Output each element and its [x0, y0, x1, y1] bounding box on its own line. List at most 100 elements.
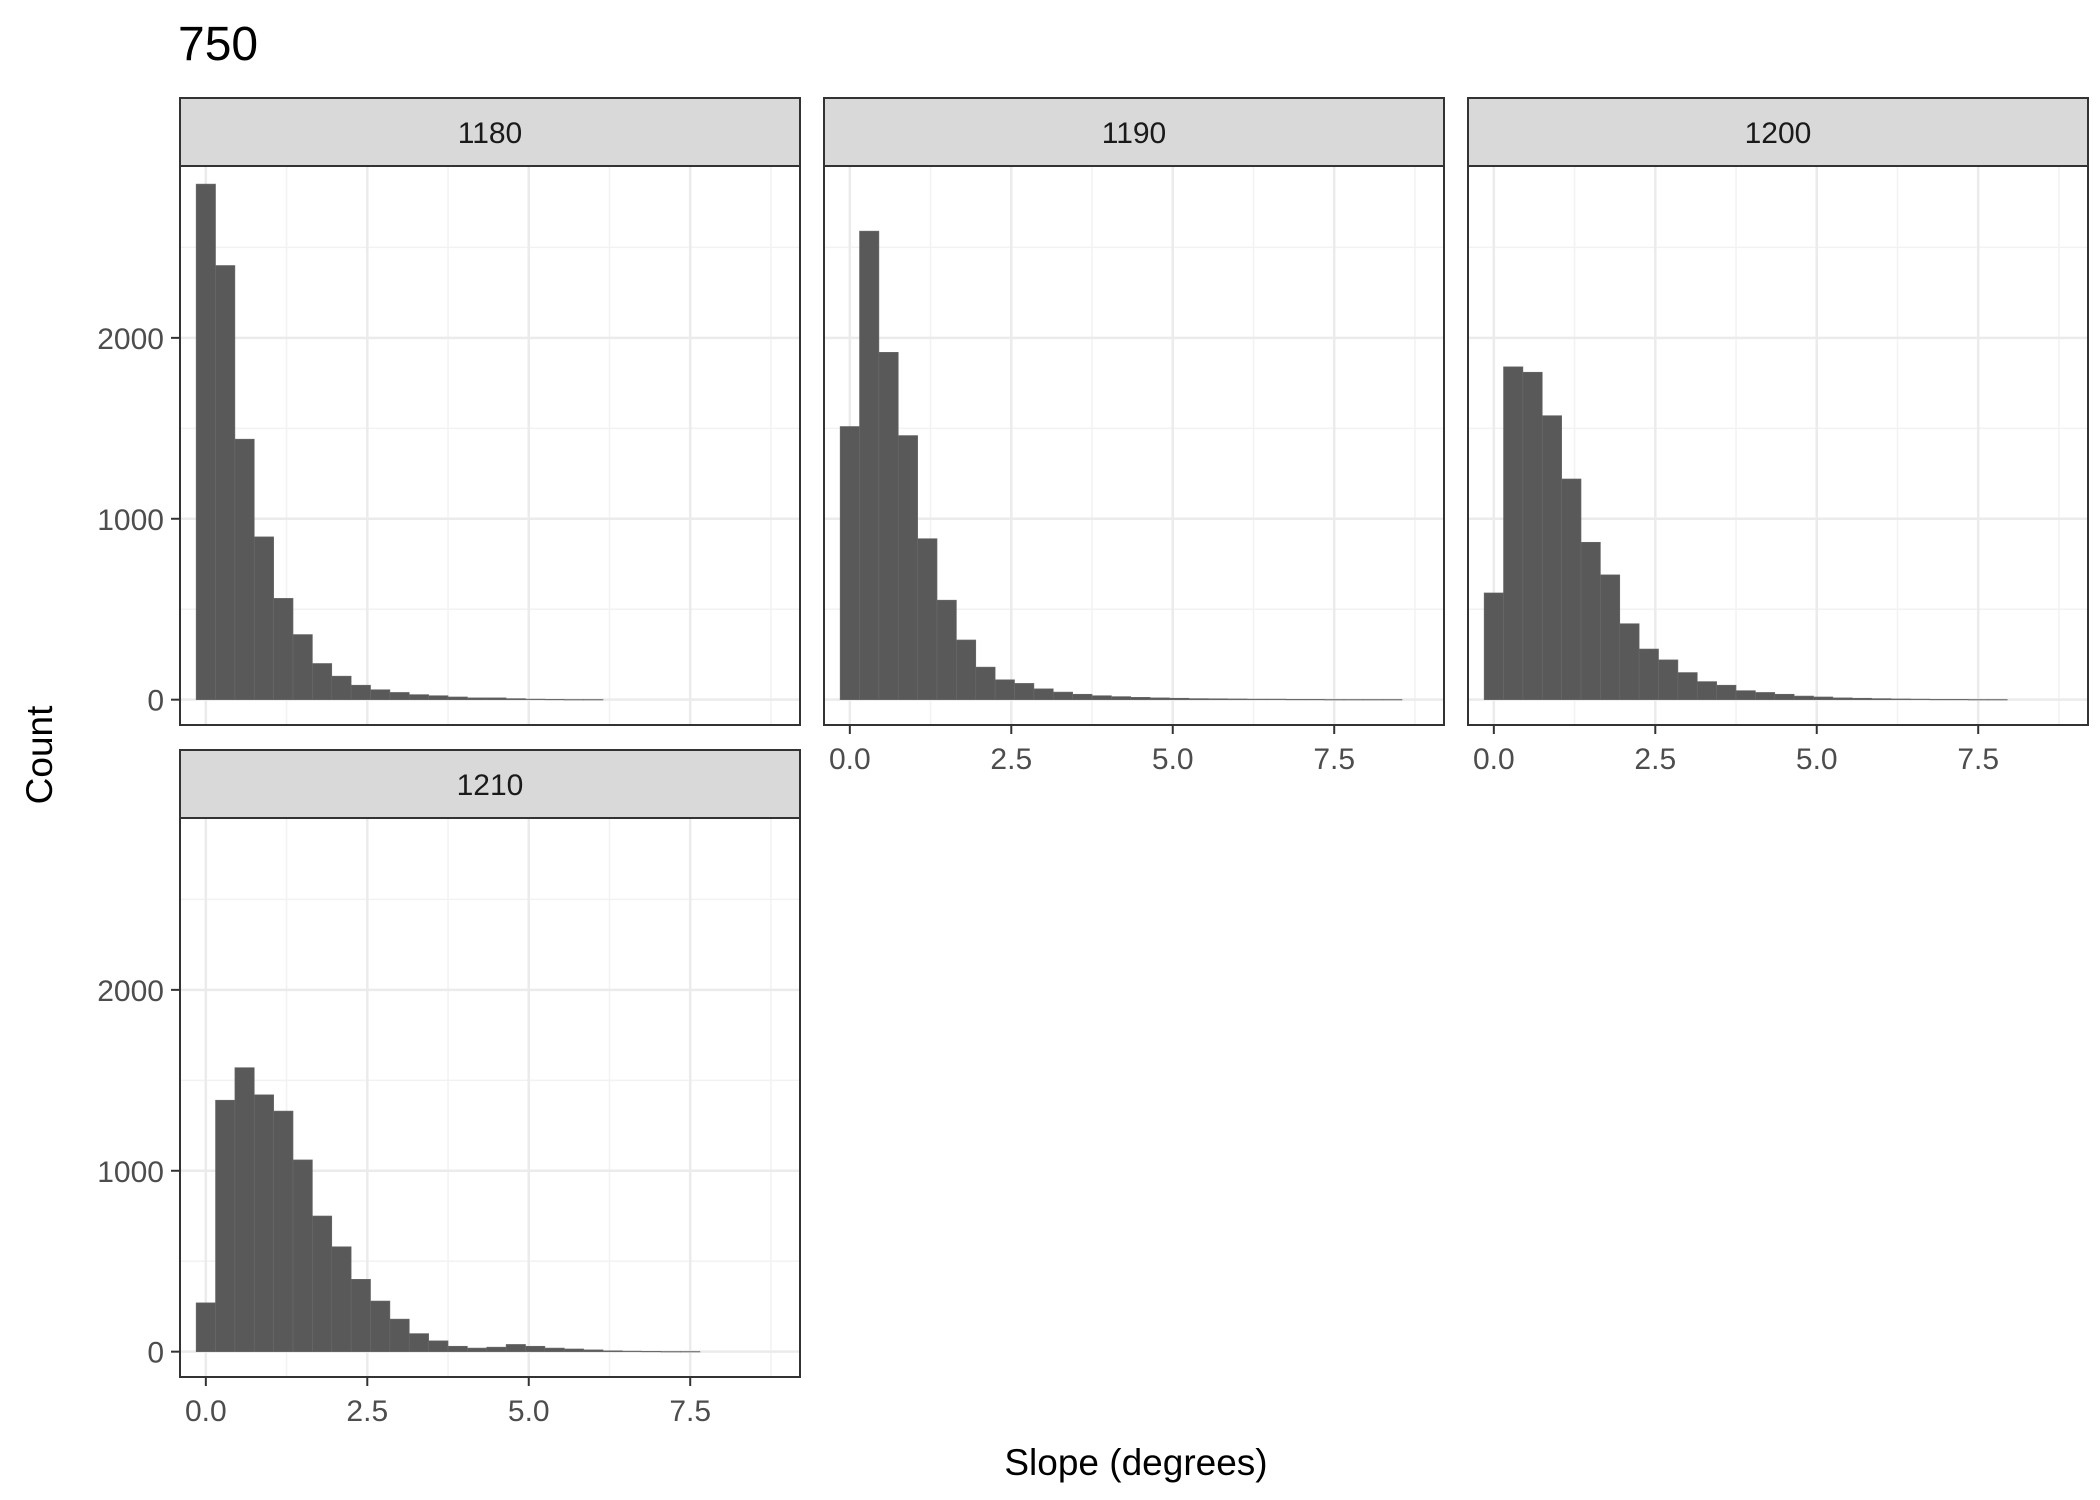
histogram-bars	[1483, 366, 2008, 701]
histogram-bar	[1130, 697, 1151, 700]
histogram-bar	[1522, 371, 1543, 700]
histogram-bar	[1890, 698, 1911, 700]
x-tick-label: 7.5	[1313, 743, 1355, 776]
histogram-bar	[1227, 698, 1248, 700]
histogram-bar	[1968, 699, 1989, 701]
y-tick-label: 0	[147, 1337, 164, 1370]
histogram-bar	[525, 1345, 546, 1352]
histogram-bar	[428, 695, 449, 700]
facet-strip-label: 1190	[1102, 117, 1167, 150]
histogram-bar	[1266, 698, 1287, 700]
histogram-bar	[1207, 698, 1228, 700]
histogram-bar	[1503, 366, 1524, 700]
histogram-bar	[1735, 690, 1756, 700]
histogram-bar	[370, 1300, 391, 1352]
histogram-bars	[195, 183, 604, 701]
histogram-bar	[350, 1279, 371, 1352]
histogram-bar	[641, 1351, 662, 1353]
histogram-bar	[1285, 699, 1306, 701]
histogram-bar	[1813, 696, 1834, 700]
histogram-bar	[1871, 698, 1892, 700]
x-axis-title: Slope (degrees)	[1004, 1442, 1267, 1483]
histogram-bar	[583, 1349, 604, 1352]
histogram-bar	[408, 1333, 429, 1352]
histogram-bars	[195, 1067, 701, 1353]
histogram-bar	[389, 692, 410, 700]
histogram-bar	[1052, 691, 1073, 700]
facet-strip-label: 1200	[1745, 117, 1812, 150]
histogram-bar	[408, 694, 429, 700]
y-tick-label: 2000	[97, 975, 164, 1008]
histogram-bar	[1483, 592, 1504, 700]
chart-title: 750	[178, 18, 258, 71]
facet-panel-1200: 1200 0.0 2.5 5.0 7.5	[1467, 97, 2089, 776]
x-tick-label: 2.5	[1634, 743, 1676, 776]
x-tick-label: 0.0	[185, 1395, 227, 1428]
facet-panels: 1180 0 1000 2000 1190 0.0 2.5 5.0 7.5 1200 0.0 2.5 5…	[97, 97, 2089, 1428]
histogram-bar	[1111, 696, 1132, 700]
histogram-bar	[680, 1351, 701, 1353]
facet-strip	[179, 97, 801, 167]
x-tick-label: 7.5	[669, 1395, 711, 1428]
histogram-bar	[1304, 699, 1325, 701]
histogram-bar	[1362, 699, 1383, 701]
facet-panel-1180: 1180 0 1000 2000	[97, 97, 801, 726]
histogram-bar	[1696, 681, 1717, 700]
histogram-bar	[878, 352, 899, 700]
histogram-bar	[1149, 697, 1170, 700]
x-tick-label: 5.0	[1152, 743, 1194, 776]
histogram-bar	[1188, 698, 1209, 700]
histogram-bar	[467, 697, 488, 700]
histogram-bar	[312, 663, 333, 700]
histogram-bar	[1638, 648, 1659, 700]
histogram-bar	[195, 1302, 216, 1352]
histogram-bar	[1091, 695, 1112, 700]
facet-strip	[179, 749, 801, 819]
histogram-bar	[486, 1346, 507, 1352]
histogram-bar	[234, 1067, 255, 1352]
histogram-bar	[994, 679, 1015, 700]
histogram-bar	[292, 634, 313, 700]
histogram-bar	[1755, 692, 1776, 700]
histogram-bar	[1382, 699, 1403, 701]
x-tick-label: 5.0	[508, 1395, 550, 1428]
histogram-bar	[1619, 623, 1640, 700]
histogram-bar	[583, 699, 604, 701]
histogram-bar	[1929, 699, 1950, 701]
histogram-bar	[525, 698, 546, 700]
histogram-bar	[917, 538, 938, 700]
histogram-bar	[447, 1345, 468, 1352]
x-tick-label: 5.0	[1796, 743, 1838, 776]
histogram-bar	[1072, 693, 1093, 700]
facet-strip-label: 1210	[457, 769, 524, 802]
histogram-bar	[897, 435, 918, 700]
histogram-bar	[859, 230, 880, 700]
histogram-bar	[1793, 695, 1814, 700]
histogram-bar	[839, 426, 860, 700]
histogram-bars	[839, 230, 1403, 701]
x-tick-label: 0.0	[1473, 743, 1515, 776]
y-tick-label: 2000	[97, 323, 164, 356]
y-tick-label: 0	[147, 685, 164, 718]
histogram-bar	[467, 1347, 488, 1352]
histogram-bar	[1774, 693, 1795, 700]
histogram-bar	[486, 697, 507, 700]
histogram-bar	[1987, 699, 2008, 701]
histogram-bar	[1716, 684, 1737, 700]
histogram-bar	[1343, 699, 1364, 701]
histogram-bar	[1948, 699, 1969, 701]
histogram-bar	[1677, 672, 1698, 700]
histogram-bar	[215, 265, 236, 700]
x-tick-label: 2.5	[346, 1395, 388, 1428]
histogram-bar	[660, 1351, 681, 1353]
histogram-bar	[544, 699, 565, 701]
histogram-bar	[505, 698, 526, 700]
y-axis-title: Count	[19, 705, 60, 804]
histogram-bar	[563, 699, 584, 701]
histogram-bar	[1580, 541, 1601, 700]
facet-panel-1210: 1210 0.0 2.5 5.0 7.5 0 1000 2000	[97, 749, 801, 1428]
histogram-bar	[936, 599, 957, 700]
x-tick-label: 2.5	[990, 743, 1032, 776]
histogram-bar	[370, 689, 391, 700]
